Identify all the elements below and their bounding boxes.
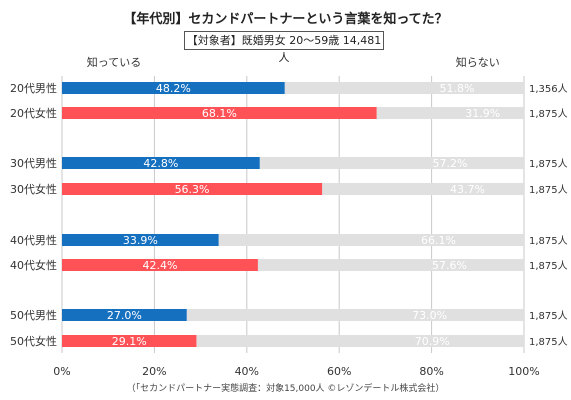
x-tick-label: 100%	[508, 365, 539, 378]
bar-unknown	[196, 335, 524, 347]
bar-value-unknown: 70.9%	[415, 335, 450, 348]
bar-value-unknown: 51.8%	[440, 82, 475, 95]
x-tick-label: 20%	[142, 365, 166, 378]
category-label: 50代男性	[10, 308, 57, 322]
source-note: （「セカンドパートナー実態調査：対象15,000人 ©レゾンデートル株式会社）	[126, 384, 445, 394]
category-label: 20代男性	[10, 81, 57, 95]
chart-title: 【年代別】セカンドパートナーという言葉を知ってた？	[123, 12, 448, 27]
bar-value-known: 42.4%	[142, 259, 177, 272]
bar-value-unknown: 43.7%	[450, 183, 485, 196]
count-label: 1,875人	[529, 310, 568, 322]
bar-unknown	[284, 82, 524, 94]
bar-value-known: 68.1%	[202, 107, 237, 120]
count-label: 1,356人	[529, 83, 568, 95]
bar-value-known: 29.1%	[112, 335, 147, 348]
count-label: 1,875人	[529, 108, 568, 120]
bar-known-female	[62, 335, 197, 347]
bar-value-known: 33.9%	[123, 234, 158, 247]
category-label: 40代女性	[10, 258, 57, 272]
bar-unknown	[257, 259, 524, 271]
bar-value-unknown: 31.9%	[465, 107, 500, 120]
bar-value-known: 42.8%	[143, 157, 178, 170]
category-label: 40代男性	[10, 233, 57, 247]
bar-known-male	[62, 309, 187, 321]
count-label: 1,875人	[529, 184, 568, 196]
bar-value-unknown: 57.2%	[433, 157, 468, 170]
category-label: 20代女性	[10, 106, 57, 120]
bar-known-male	[62, 234, 219, 246]
category-label: 50代女性	[10, 334, 57, 348]
bar-value-known: 56.3%	[175, 183, 210, 196]
x-tick-label: 80%	[419, 365, 443, 378]
bar-known-female	[62, 107, 377, 119]
legend-unknown: 知らない	[456, 55, 500, 69]
bar-unknown	[322, 183, 524, 195]
bar-value-known: 27.0%	[107, 309, 142, 322]
x-tick-label: 40%	[235, 365, 259, 378]
bar-known-male	[62, 82, 285, 94]
bar-known-male	[62, 157, 260, 169]
count-label: 1,875人	[529, 336, 568, 348]
bar-known-female	[62, 183, 323, 195]
category-label: 30代女性	[10, 182, 57, 196]
bar-unknown	[259, 157, 524, 169]
x-tick-label: 60%	[327, 365, 351, 378]
bar-value-known: 48.2%	[156, 82, 191, 95]
bar-known-female	[62, 259, 258, 271]
category-label: 30代男性	[10, 156, 57, 170]
chart-subtitle: 【対象者】既婚男女 20〜59歳 14,481人	[184, 31, 384, 64]
count-label: 1,875人	[529, 158, 568, 170]
legend-known: 知っている	[87, 55, 141, 69]
bar-value-unknown: 66.1%	[421, 234, 456, 247]
count-label: 1,875人	[529, 260, 568, 272]
bar-value-unknown: 73.0%	[412, 309, 447, 322]
bar-unknown	[218, 234, 525, 246]
x-tick-label: 0%	[53, 365, 70, 378]
bar-value-unknown: 57.6%	[432, 259, 467, 272]
bar-unknown	[186, 309, 525, 321]
bar-unknown	[376, 107, 524, 119]
count-label: 1,875人	[529, 235, 568, 247]
